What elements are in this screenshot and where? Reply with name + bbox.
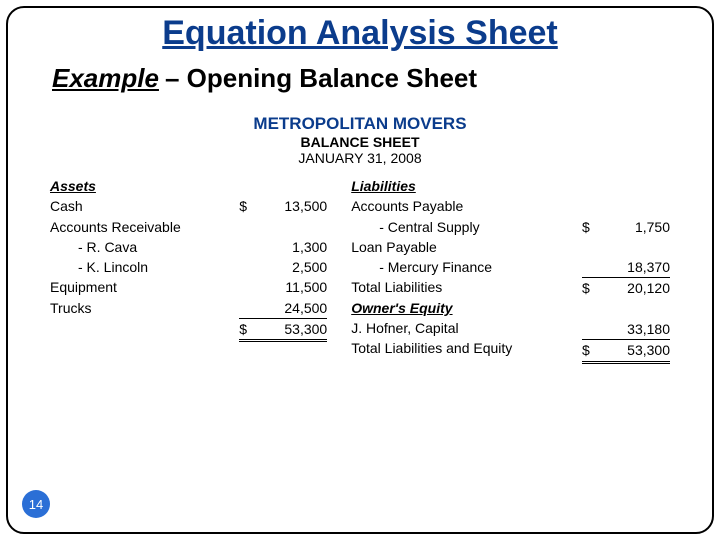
- company-name: METROPOLITAN MOVERS: [50, 114, 670, 134]
- slide-frame: Equation Analysis Sheet Example – Openin…: [6, 6, 714, 534]
- liabilities-heading: Liabilities: [351, 176, 582, 196]
- currency-symbol: $: [239, 319, 255, 339]
- amount-central: 1,750: [635, 217, 670, 237]
- assets-column: Assets Cash Accounts Receivable - R. Cav…: [50, 176, 327, 364]
- line-trucks: Trucks: [50, 298, 239, 318]
- line-mercury: - Mercury Finance: [351, 257, 582, 277]
- amount-total-le: 53,300: [627, 340, 670, 360]
- balance-sheet: METROPOLITAN MOVERS BALANCE SHEET JANUAR…: [50, 114, 670, 364]
- line-rcava: - R. Cava: [50, 237, 239, 257]
- currency-symbol: $: [582, 217, 598, 237]
- slide-title: Equation Analysis Sheet: [32, 14, 688, 53]
- line-equipment: Equipment: [50, 277, 239, 297]
- line-total-liab: Total Liabilities: [351, 277, 582, 297]
- line-loan: Loan Payable: [351, 237, 582, 257]
- line-total-le: Total Liabilities and Equity: [351, 338, 582, 358]
- page-number-badge: 14: [22, 490, 50, 518]
- line-ap: Accounts Payable: [351, 196, 582, 216]
- line-cash: Cash: [50, 196, 239, 216]
- owners-equity-heading: Owner's Equity: [351, 298, 582, 318]
- amount-equipment: 11,500: [285, 277, 327, 297]
- currency-symbol: $: [582, 278, 598, 298]
- line-ar: Accounts Receivable: [50, 217, 239, 237]
- line-klincoln: - K. Lincoln: [50, 257, 239, 277]
- amount-mercury: 18,370: [627, 257, 670, 277]
- slide-subtitle: Example – Opening Balance Sheet: [52, 63, 688, 94]
- amount-cash: 13,500: [284, 196, 327, 216]
- liab-amounts: $ 1,750 18,370 $ 20,120: [582, 176, 670, 364]
- amount-assets-total: 53,300: [284, 319, 327, 339]
- amount-trucks: 24,500: [284, 298, 327, 318]
- subtitle-example: Example: [52, 63, 159, 94]
- assets-amounts: $ 13,500 1,300 2,500 11,500: [239, 176, 327, 364]
- subtitle-rest: – Opening Balance Sheet: [165, 63, 477, 94]
- assets-labels: Assets Cash Accounts Receivable - R. Cav…: [50, 176, 239, 364]
- sheet-date: JANUARY 31, 2008: [50, 150, 670, 166]
- sheet-header: METROPOLITAN MOVERS BALANCE SHEET JANUAR…: [50, 114, 670, 166]
- liabilities-column: Liabilities Accounts Payable - Central S…: [351, 176, 670, 364]
- sheet-label: BALANCE SHEET: [50, 134, 670, 150]
- currency-symbol: $: [239, 196, 255, 216]
- line-capital: J. Hofner, Capital: [351, 318, 582, 338]
- line-central: - Central Supply: [351, 217, 582, 237]
- liab-labels: Liabilities Accounts Payable - Central S…: [351, 176, 582, 364]
- amount-total-liab: 20,120: [627, 278, 670, 298]
- currency-symbol: $: [582, 340, 598, 360]
- amount-klincoln: 2,500: [292, 257, 327, 277]
- amount-rcava: 1,300: [292, 237, 327, 257]
- sheet-columns: Assets Cash Accounts Receivable - R. Cav…: [50, 176, 670, 364]
- amount-capital: 33,180: [627, 319, 670, 339]
- assets-heading: Assets: [50, 176, 239, 196]
